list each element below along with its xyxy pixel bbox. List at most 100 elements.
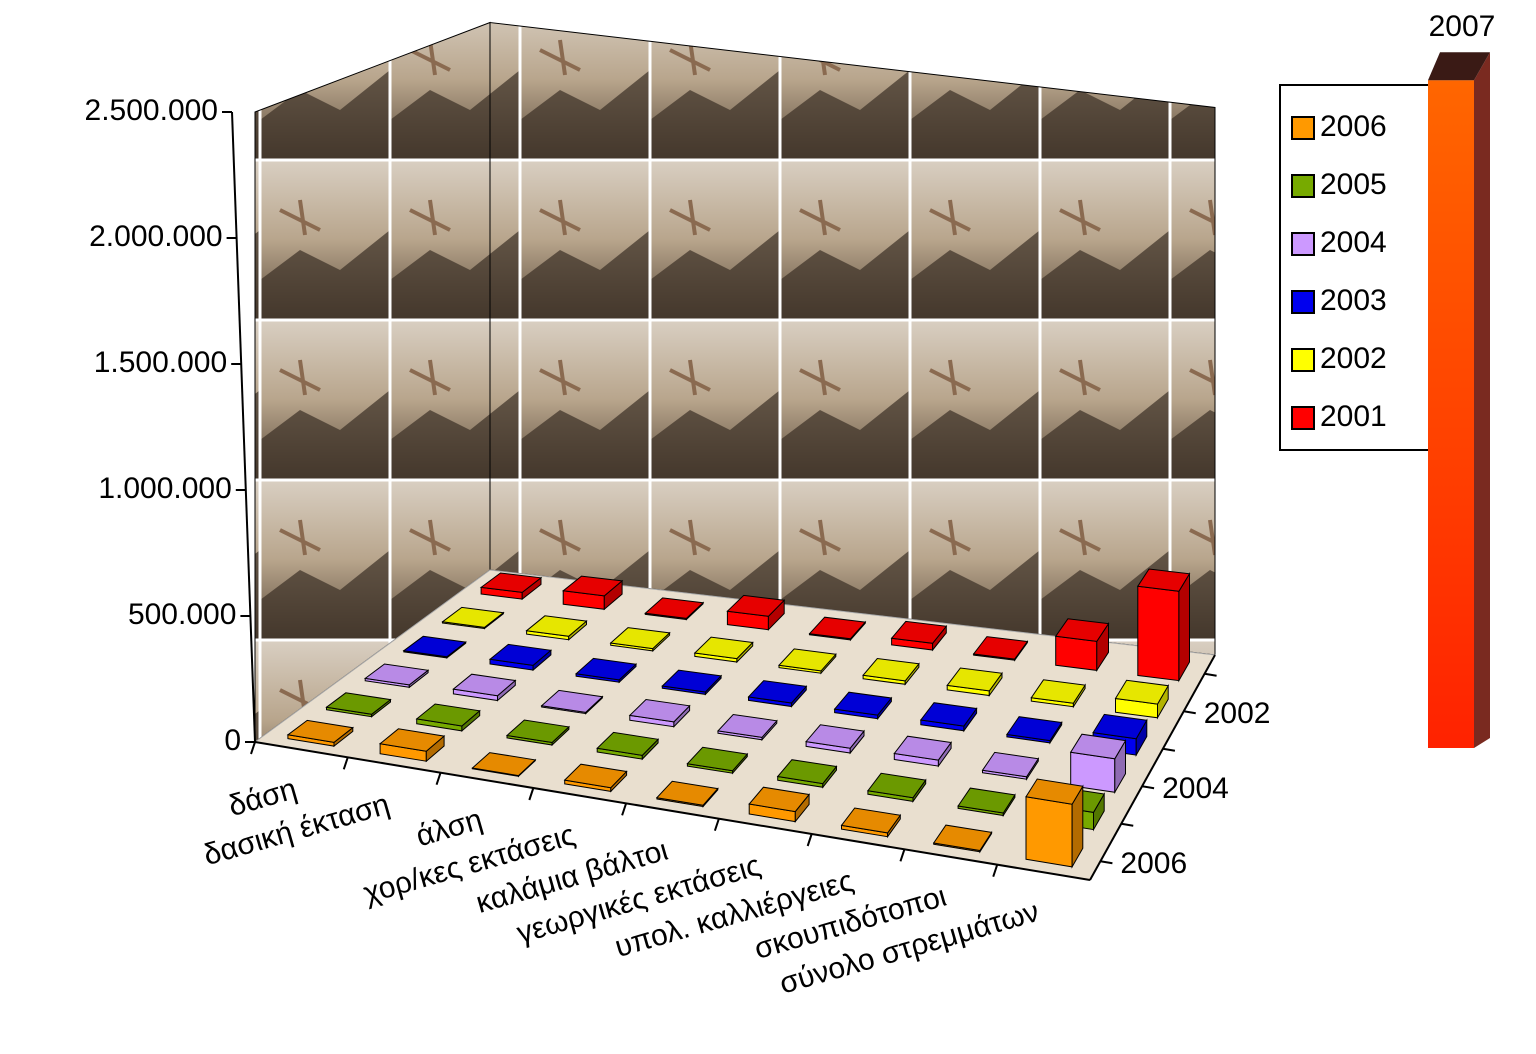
bar <box>777 648 837 675</box>
bar <box>957 787 1016 818</box>
legend-label: 2005 <box>1320 168 1387 201</box>
bar-top <box>1006 716 1063 742</box>
bar <box>655 780 719 808</box>
bar <box>919 702 978 733</box>
depth-tick <box>1100 860 1113 865</box>
bar-top <box>574 657 638 681</box>
bar <box>471 752 537 778</box>
back-wall <box>489 21 1216 656</box>
bar-top <box>1092 713 1148 740</box>
bar-top <box>808 616 867 640</box>
bar-top <box>655 780 719 806</box>
legend-swatch <box>1291 232 1315 256</box>
bar-top <box>644 597 705 619</box>
bar-top <box>378 728 446 752</box>
bar <box>946 667 1003 698</box>
outlier-front <box>1428 80 1474 748</box>
depth-tick <box>1121 822 1134 827</box>
bar-top <box>716 713 778 738</box>
bar <box>1025 778 1084 869</box>
y-tick-label: 1.000.000 <box>98 472 231 505</box>
x-tick <box>342 757 349 770</box>
legend-swatch <box>1291 406 1315 430</box>
bar <box>1006 716 1063 745</box>
bar-top <box>471 752 537 777</box>
outlier-side <box>1474 52 1490 748</box>
bar-top <box>1136 568 1191 592</box>
bar-side <box>1178 572 1190 683</box>
x-tick <box>713 818 720 831</box>
bar <box>644 597 705 621</box>
bar <box>716 713 778 742</box>
bar <box>1114 679 1170 720</box>
bar-top <box>488 643 553 666</box>
bar-top <box>747 680 808 704</box>
bar-top <box>540 689 604 713</box>
x-tick <box>806 833 813 847</box>
bar-top <box>1030 679 1086 704</box>
bar <box>286 719 355 748</box>
depth-tick-label: 2002 <box>1204 697 1271 730</box>
bar-top <box>505 719 570 744</box>
x-tick <box>435 772 442 785</box>
x-tick <box>899 849 906 862</box>
bar-top <box>981 751 1040 778</box>
y-tick-label: 1.500.000 <box>94 346 227 379</box>
bar-top <box>1114 679 1170 705</box>
bar <box>932 824 993 854</box>
bar-top <box>893 735 952 761</box>
bar <box>525 615 588 641</box>
depth-tick <box>1162 747 1176 752</box>
bar-top <box>932 824 993 852</box>
bar <box>628 698 691 728</box>
bar-top <box>833 691 893 716</box>
bar-top <box>919 702 978 727</box>
bar-top <box>402 635 467 658</box>
bar-top <box>972 636 1029 660</box>
bar <box>441 606 505 630</box>
bar-top <box>957 787 1016 814</box>
bar <box>402 635 467 659</box>
depth-tick-label: 2006 <box>1120 847 1187 880</box>
bar-top <box>1054 618 1110 642</box>
x-tick <box>250 741 256 755</box>
outlier-label: 2007 <box>1429 10 1496 43</box>
bar <box>808 616 867 642</box>
bar <box>747 680 808 708</box>
bar-top <box>325 692 392 715</box>
bar-top <box>628 698 691 723</box>
legend-swatch <box>1291 290 1315 314</box>
bar-top <box>525 615 588 637</box>
x-tick <box>992 864 999 877</box>
bar-top <box>561 575 624 597</box>
bar-top <box>866 772 927 799</box>
bar <box>661 669 723 696</box>
bar-top <box>563 763 628 789</box>
bar <box>1069 733 1127 795</box>
y-tick-label: 500.000 <box>128 598 236 631</box>
bar <box>1054 618 1110 673</box>
bar-top <box>596 731 660 756</box>
bar-top <box>479 572 543 593</box>
bar <box>686 746 749 775</box>
bar-top <box>1025 778 1084 805</box>
x-tick <box>528 787 535 801</box>
bar <box>505 719 570 747</box>
x-tick <box>621 803 628 816</box>
bar-top <box>805 724 865 749</box>
legend-label: 2003 <box>1320 284 1387 317</box>
bar-top <box>777 648 837 672</box>
bar-top <box>661 669 723 693</box>
bar <box>805 724 865 755</box>
x-axis <box>254 741 1091 881</box>
plot-area: 0 500.000 1.000.000 1.500.000 2.000.000 2.500… <box>85 10 1496 1001</box>
bar <box>488 643 553 672</box>
bar-top <box>840 807 902 834</box>
bar <box>415 703 481 732</box>
bar-front <box>1055 635 1098 671</box>
bar <box>972 636 1029 662</box>
bar <box>693 636 754 664</box>
bar <box>776 759 838 789</box>
bar-top <box>1069 733 1127 760</box>
bar <box>378 728 446 763</box>
